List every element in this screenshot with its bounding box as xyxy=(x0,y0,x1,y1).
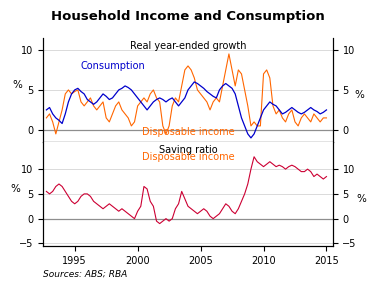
Text: Consumption: Consumption xyxy=(81,61,146,71)
Y-axis label: %: % xyxy=(354,90,364,100)
Text: Disposable income: Disposable income xyxy=(142,152,234,162)
Y-axis label: %: % xyxy=(12,80,22,90)
Text: Sources: ABS; RBA: Sources: ABS; RBA xyxy=(43,269,127,278)
Text: Saving ratio: Saving ratio xyxy=(159,145,217,155)
Y-axis label: %: % xyxy=(10,184,20,194)
Y-axis label: %: % xyxy=(356,194,366,204)
Text: Disposable income: Disposable income xyxy=(142,127,234,137)
Text: Real year-ended growth: Real year-ended growth xyxy=(130,41,246,51)
Text: Household Income and Consumption: Household Income and Consumption xyxy=(51,10,325,23)
